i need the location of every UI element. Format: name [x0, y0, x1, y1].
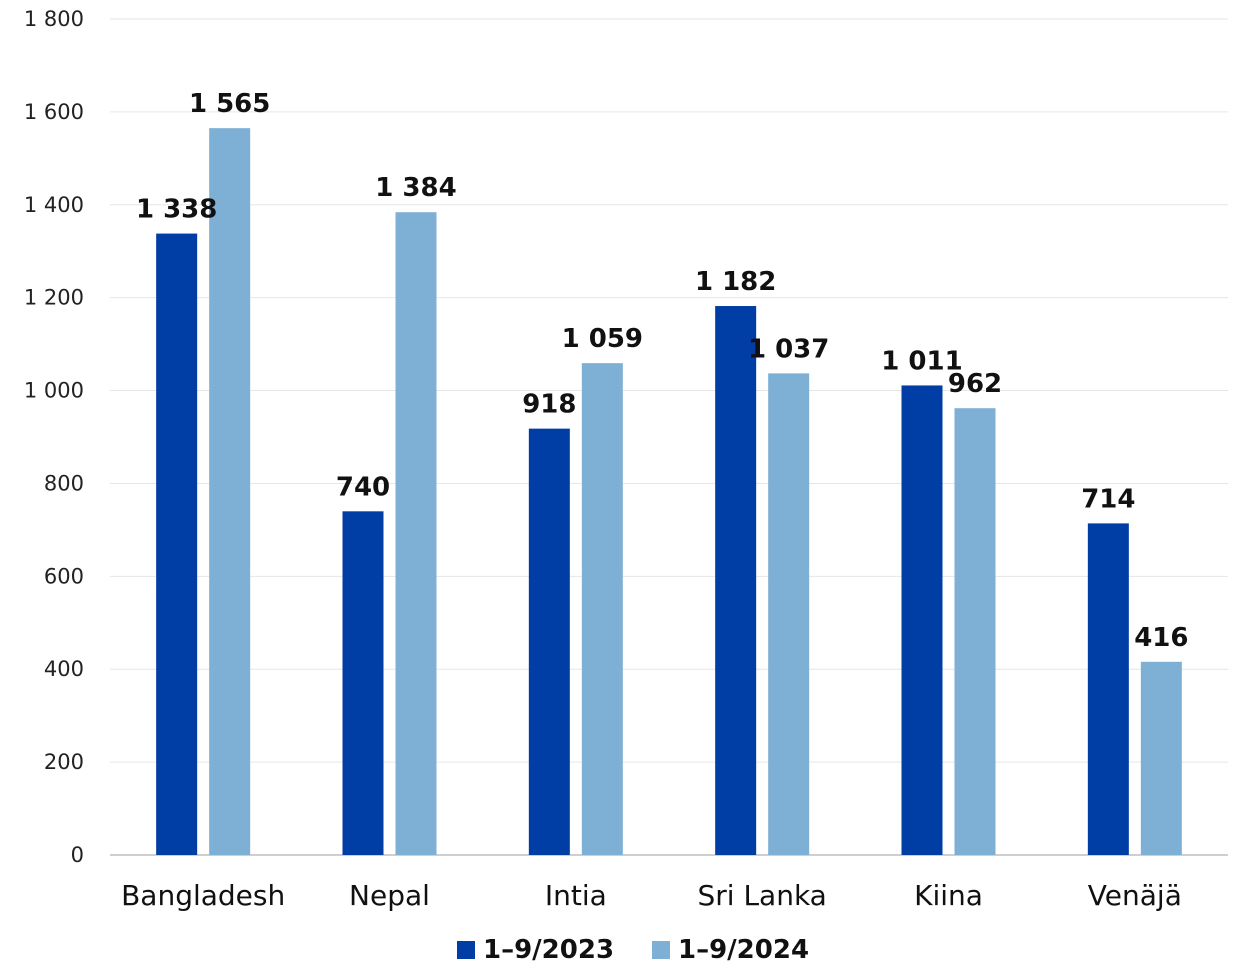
x-axis-ticks: Bangladesh Nepal Intia Sri Lanka Kiina Venäjä [121, 879, 1182, 912]
data-label: 1 182 [695, 267, 776, 297]
legend: 1–9/2023 1–9/2024 [457, 935, 809, 965]
legend-label: 1–9/2023 [483, 935, 614, 965]
x-tick-label: Kiina [914, 879, 983, 912]
data-label: 1 011 [881, 346, 962, 376]
y-tick-label: 800 [44, 471, 84, 495]
legend-swatch [457, 941, 475, 959]
bar-nepal-series-2 [395, 212, 437, 856]
bar-bangladesh-series-2 [209, 128, 251, 856]
bar-venäjä-series-1 [1087, 523, 1129, 855]
data-label: 740 [336, 472, 390, 502]
y-tick-label: 1 800 [24, 7, 84, 31]
bar-sri-lanka-series-1 [715, 306, 757, 855]
data-labels: 1 338 1 565 740 1 384 918 1 059 1 182 1 037 1 01… [136, 89, 1189, 653]
bar-kiina-series-1 [901, 385, 943, 855]
y-axis-ticks: 0 200 400 600 800 1 000 1 200 1 400 1 600 1 800 [24, 7, 84, 867]
data-label: 1 565 [189, 89, 270, 119]
data-label: 1 338 [136, 195, 217, 225]
data-label: 416 [1134, 623, 1188, 653]
data-label: 1 384 [375, 173, 456, 203]
legend-label: 1–9/2024 [678, 935, 809, 965]
data-label: 1 037 [748, 334, 829, 364]
data-label: 962 [948, 369, 1002, 399]
y-tick-label: 0 [71, 843, 84, 867]
x-tick-label: Nepal [349, 879, 430, 912]
bar-venäjä-series-2 [1140, 661, 1182, 855]
bar-sri-lanka-series-2 [768, 373, 810, 855]
x-tick-label: Bangladesh [121, 879, 285, 912]
x-tick-label: Sri Lanka [697, 879, 826, 912]
x-tick-label: Intia [545, 879, 607, 912]
x-tick-label: Venäjä [1088, 879, 1182, 912]
data-label: 1 059 [562, 324, 643, 354]
bar-intia-series-2 [581, 363, 623, 855]
data-label: 714 [1081, 484, 1135, 514]
y-tick-label: 1 400 [24, 193, 84, 217]
bar-intia-series-1 [528, 428, 570, 855]
bar-bangladesh-series-1 [156, 233, 198, 855]
gridlines [110, 18, 1228, 763]
y-tick-label: 1 200 [24, 286, 84, 310]
data-label: 918 [522, 390, 576, 420]
y-tick-label: 200 [44, 750, 84, 774]
y-tick-label: 600 [44, 564, 84, 588]
y-tick-label: 1 000 [24, 379, 84, 403]
bar-nepal-series-1 [342, 511, 384, 855]
bar-kiina-series-2 [954, 408, 996, 855]
y-tick-label: 1 600 [24, 100, 84, 124]
bars [156, 128, 1182, 856]
y-tick-label: 400 [44, 657, 84, 681]
legend-swatch [652, 941, 670, 959]
